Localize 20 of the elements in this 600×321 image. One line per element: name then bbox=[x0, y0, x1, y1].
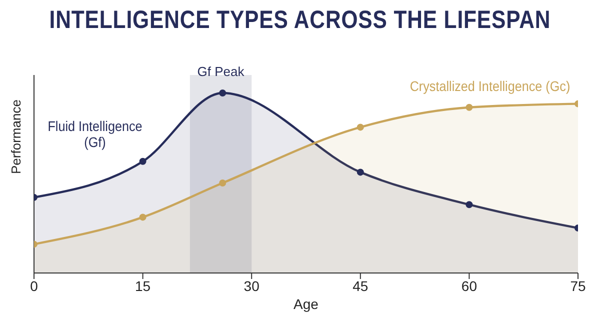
point bbox=[356, 124, 364, 131]
point bbox=[466, 104, 473, 111]
series-label: Fluid Intelligence (Gf) bbox=[46, 118, 144, 150]
x-tick-label: 15 bbox=[135, 278, 151, 294]
point bbox=[219, 90, 226, 96]
chart-title: INTELLIGENCE TYPES ACROSS THE LIFESPAN bbox=[48, 6, 552, 35]
point bbox=[219, 180, 226, 186]
series-label: Crystallized Intelligence (Gc) bbox=[408, 78, 572, 94]
x-tick-label: 0 bbox=[30, 278, 38, 294]
point bbox=[139, 158, 146, 165]
point bbox=[466, 201, 473, 208]
point bbox=[356, 168, 364, 176]
x-tick-label: 30 bbox=[244, 278, 260, 294]
x-tick-label: 75 bbox=[570, 278, 586, 294]
x-tick-label: 45 bbox=[352, 278, 368, 294]
x-axis-title: Age bbox=[294, 296, 319, 312]
point bbox=[139, 214, 146, 221]
band-label: Gf Peak bbox=[197, 64, 245, 80]
y-axis-title: Performance bbox=[8, 100, 24, 174]
x-tick-label: 60 bbox=[461, 278, 478, 294]
